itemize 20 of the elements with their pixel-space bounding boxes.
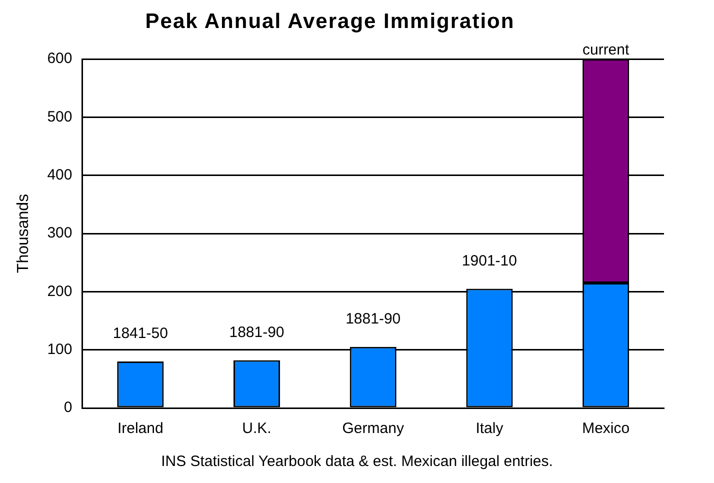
x-tick-label: Germany: [342, 420, 404, 438]
x-tick-label: Ireland: [117, 420, 164, 438]
annotation: current: [582, 42, 630, 59]
y-tick-label: 100: [47, 340, 72, 358]
x-tick-label: Mexico: [582, 420, 630, 438]
chart-title: Peak Annual Average Immigration: [144, 10, 516, 34]
text: INS Statistical Yearbook data & est. Mexican illegal entries.: [160, 453, 554, 470]
y-tick-label: 400: [47, 166, 72, 184]
y-axis-title: Thousands: [15, 194, 32, 274]
x-tick-label: Italy: [476, 420, 504, 438]
annotation: 1901-10: [462, 252, 517, 270]
x-tick-label: U.K.: [242, 420, 272, 438]
y-tick-label: 500: [47, 108, 72, 126]
annotation: 1841-50: [112, 325, 168, 342]
y-tick-label: 300: [47, 224, 72, 242]
annotation: 1881-90: [229, 324, 284, 341]
y-tick-label: 200: [47, 282, 72, 300]
y-tick-label: 0: [64, 399, 72, 416]
annotation: 1881-90: [346, 310, 401, 328]
y-tick-label: 600: [47, 50, 72, 68]
